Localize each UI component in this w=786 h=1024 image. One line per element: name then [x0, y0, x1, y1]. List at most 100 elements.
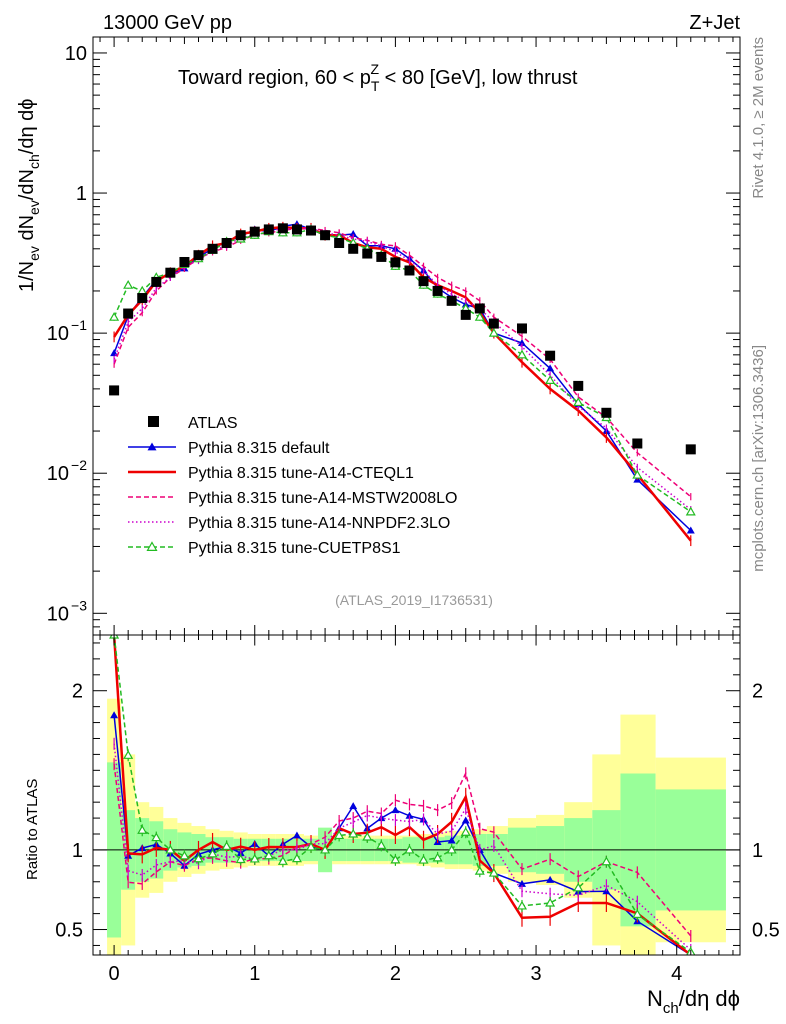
y-tick-label: 10: [47, 463, 69, 485]
series-marker: [545, 375, 556, 384]
y-tick-label: 10: [65, 43, 87, 65]
data-point: [446, 295, 457, 306]
series-marker: [474, 311, 485, 321]
data-point: [235, 230, 246, 241]
legend-label: Pythia 8.315 default: [188, 440, 330, 457]
analysis-id: (ATLAS_2019_I1736531): [335, 592, 493, 608]
series-marker: [235, 854, 246, 864]
data-point: [109, 385, 120, 396]
series-marker: [432, 852, 443, 862]
series-marker: [277, 856, 288, 865]
series-marker: [376, 840, 387, 849]
legend-marker-data: [148, 416, 159, 427]
series-marker: [632, 909, 643, 918]
legend-label: Pythia 8.315 tune-A14-CTEQL1: [188, 465, 414, 482]
title-superscript: Z: [370, 61, 379, 77]
ratio-y-axis-label: Ratio to ATLAS: [24, 779, 41, 880]
series-marker: [151, 832, 162, 842]
data-point: [390, 257, 401, 268]
series-marker: [305, 841, 317, 851]
series-marker: [292, 831, 301, 839]
series-marker: [221, 841, 232, 850]
data-point: [334, 237, 345, 248]
legend-label: Pythia 8.315 tune-A14-NNPDF2.3LO: [188, 515, 450, 532]
series-marker: [516, 900, 528, 910]
series-marker: [573, 882, 584, 892]
series-marker: [147, 442, 157, 451]
ratio-line: [112, 635, 692, 955]
title-subscript: T: [371, 78, 380, 94]
x-axis-label: Nch/dη dϕ: [647, 986, 740, 1017]
series-marker: [418, 854, 429, 864]
ratio-tick-label-right: 2: [752, 681, 763, 703]
x-tick-label: 1: [249, 963, 260, 985]
data-point: [418, 276, 429, 287]
series-marker: [179, 850, 190, 860]
data-point: [545, 350, 556, 361]
series-marker: [263, 850, 274, 860]
series-marker: [517, 879, 526, 887]
series-marker: [405, 811, 414, 819]
data-point: [362, 248, 373, 259]
legend: ATLAS Pythia 8.315 default Pythia 8.315 tu…: [128, 415, 457, 557]
series-line: [113, 228, 692, 513]
series-marker: [632, 469, 643, 479]
data-point: [488, 318, 499, 329]
data-point: [348, 243, 359, 254]
data-point: [207, 243, 218, 254]
data-point: [685, 444, 696, 455]
ratio-line: [113, 715, 692, 955]
series-marker: [461, 816, 470, 824]
ratio-panel-content: [93, 635, 740, 955]
data-point: [474, 303, 485, 314]
ratio-tick-label-right: 1: [752, 840, 763, 862]
data-point: [460, 309, 471, 320]
y-tick-label: 10: [47, 323, 69, 345]
series-marker: [249, 853, 260, 863]
series-marker: [110, 711, 119, 719]
series-marker: [291, 853, 302, 863]
series-line: [113, 227, 692, 498]
legend-label: Pythia 8.315 tune-A14-MSTW2008LO: [188, 490, 457, 507]
series-marker: [193, 853, 204, 863]
series-marker: [165, 844, 176, 854]
data-point: [306, 225, 317, 236]
mcplots-label: mcplots.cern.ch [arXiv:1306.3436]: [750, 345, 767, 572]
ratio-tick-label: 1: [72, 840, 83, 862]
series-marker: [488, 327, 499, 337]
data-point: [277, 223, 288, 234]
series-marker: [573, 397, 584, 407]
legend-label: ATLAS: [188, 415, 238, 432]
series-marker: [320, 844, 331, 854]
data-point: [291, 224, 302, 235]
series-marker: [446, 844, 457, 854]
y-tick-exponent: −2: [71, 457, 87, 473]
ratio-panel-frame: [92, 634, 741, 956]
data-point: [404, 265, 415, 276]
series-marker: [349, 802, 358, 810]
series-marker: [348, 828, 359, 838]
series-marker: [362, 831, 373, 841]
y-tick-label: 1: [76, 183, 87, 205]
data-point: [632, 438, 643, 449]
series-marker: [460, 827, 471, 836]
y-tick-exponent: −3: [71, 597, 87, 613]
ratio-tick-label: 2: [72, 681, 83, 703]
data-point: [516, 323, 527, 334]
data-point: [137, 293, 148, 304]
series-marker: [207, 848, 218, 858]
header-right: Z+Jet: [689, 12, 740, 34]
series-marker: [517, 339, 526, 347]
series-marker: [123, 750, 134, 759]
main-panel-content: [109, 220, 696, 547]
y-tick-label: 10: [47, 603, 69, 625]
data-point: [601, 407, 612, 418]
series-marker: [601, 856, 612, 866]
data-point: [320, 230, 331, 241]
series-marker: [546, 364, 555, 372]
y-axis-label: 1/Nev dNev/dNch/dη dϕ: [16, 99, 42, 292]
data-point: [376, 251, 387, 262]
series-marker: [390, 854, 401, 864]
